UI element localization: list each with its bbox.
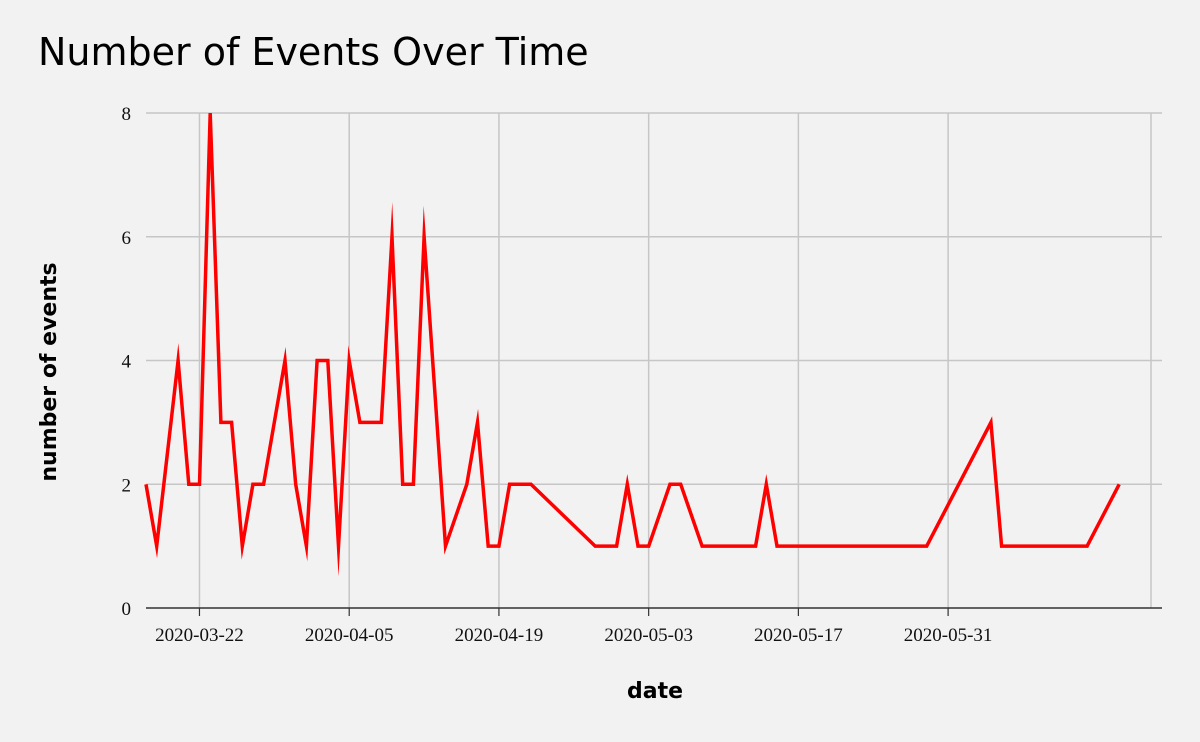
y-tick-label: 8 [122, 104, 132, 125]
y-tick-label: 6 [122, 228, 132, 249]
series [144, 112, 1121, 577]
grid [146, 112, 1162, 608]
tick-labels: 0 2 4 6 8 2020-03-22 2020-04-05 2020-04-19 2020-… [122, 104, 993, 646]
axes [146, 607, 1162, 616]
y-tick-label: 0 [122, 599, 132, 620]
x-tick-label: 2020-03-22 [155, 625, 244, 646]
chart-title: Number of Events Over Time [38, 30, 589, 74]
x-tick-label: 2020-05-17 [754, 625, 843, 646]
y-axis-title: number of events [37, 262, 62, 481]
y-tick-label: 2 [122, 475, 132, 496]
x-tick-label: 2020-05-03 [604, 625, 693, 646]
x-tick-label: 2020-04-05 [305, 625, 394, 646]
x-tick-label: 2020-05-31 [904, 625, 993, 646]
series-line [144, 112, 1121, 577]
x-axis-title: date [627, 679, 683, 704]
x-tick-label: 2020-04-19 [455, 625, 544, 646]
y-tick-label: 4 [122, 352, 132, 373]
